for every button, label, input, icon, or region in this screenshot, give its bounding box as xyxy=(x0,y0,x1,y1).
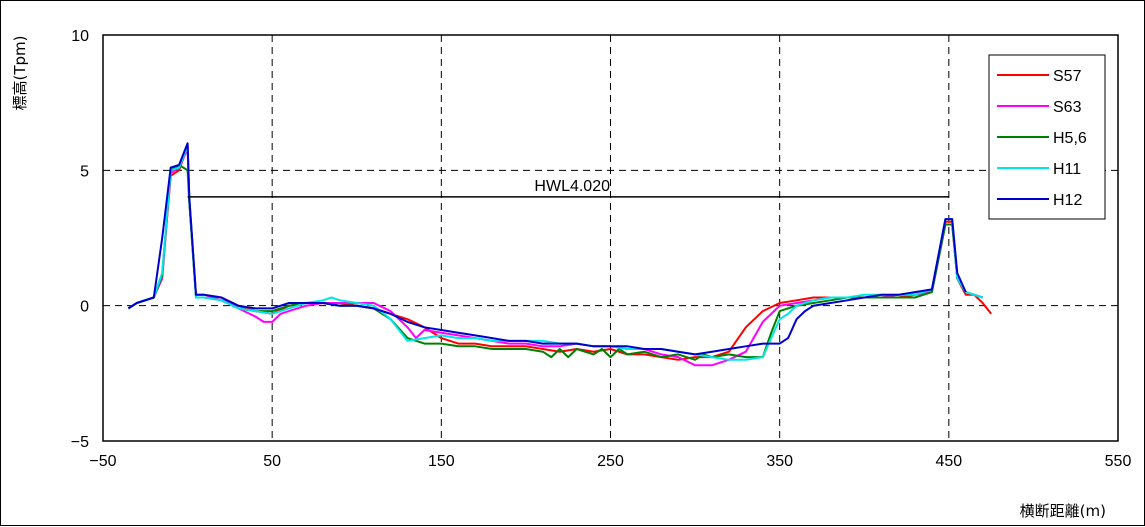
x-tick-labels: −50 50 150 250 350 450 550 xyxy=(89,453,1131,470)
y-tick-label: 10 xyxy=(71,28,89,45)
y-tick-labels: −5 0 5 10 xyxy=(71,28,89,451)
plot-area xyxy=(102,34,1119,442)
x-tick-label: 350 xyxy=(766,453,793,470)
legend: S57 S63 H5,6 H11 H12 xyxy=(988,54,1106,220)
y-axis-title: 標高(Tpm) xyxy=(11,35,29,110)
x-tick-label: 50 xyxy=(263,453,281,470)
series-line-H12 xyxy=(127,142,967,356)
y-tick-label: 5 xyxy=(80,163,89,180)
legend-label: H11 xyxy=(1053,161,1081,178)
x-tick-label: −50 xyxy=(89,453,116,470)
x-axis-title: 横断距離(m) xyxy=(1020,502,1106,520)
series-line-H11 xyxy=(127,145,984,361)
x-tick-label: 250 xyxy=(597,453,624,470)
x-tick-label: 150 xyxy=(428,453,455,470)
x-tick-label: 550 xyxy=(1105,453,1132,470)
annotations: HWL4.020 xyxy=(187,178,949,198)
legend-label: H12 xyxy=(1053,192,1082,209)
grid xyxy=(103,35,1118,441)
hwl-label: HWL4.020 xyxy=(534,178,610,195)
series-lines xyxy=(127,142,992,367)
y-tick-label: 0 xyxy=(80,299,89,316)
y-tick-label: −5 xyxy=(71,434,89,451)
x-tick-label: 450 xyxy=(935,453,962,470)
legend-label: S57 xyxy=(1053,68,1082,85)
legend-label: H5,6 xyxy=(1053,130,1087,147)
legend-label: S63 xyxy=(1053,99,1082,116)
